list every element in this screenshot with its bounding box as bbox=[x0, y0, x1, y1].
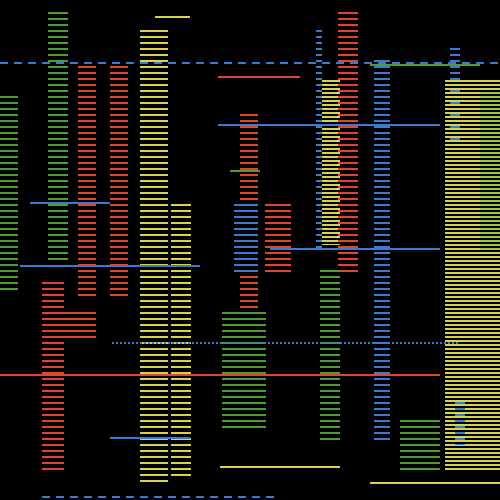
line bbox=[0, 374, 440, 376]
stripe-block bbox=[222, 310, 266, 432]
stripe-block bbox=[60, 312, 96, 342]
line bbox=[112, 342, 460, 344]
line bbox=[155, 16, 190, 18]
line bbox=[220, 466, 340, 468]
stripe-block bbox=[0, 92, 18, 290]
line bbox=[218, 124, 440, 126]
stripe-block bbox=[171, 200, 191, 480]
line bbox=[40, 496, 280, 498]
stripe-block bbox=[265, 200, 291, 272]
line bbox=[20, 265, 200, 267]
stripe-block bbox=[316, 30, 322, 250]
stripe-block bbox=[140, 30, 168, 482]
line bbox=[370, 64, 480, 66]
line bbox=[110, 437, 190, 439]
stripe-block bbox=[320, 270, 340, 440]
line bbox=[270, 248, 440, 250]
stripe-block bbox=[338, 10, 358, 272]
stripe-block bbox=[322, 80, 340, 245]
stripe-block bbox=[480, 90, 500, 250]
line bbox=[218, 76, 300, 78]
stripe-block bbox=[110, 62, 128, 296]
line bbox=[370, 482, 500, 484]
stripe-block bbox=[234, 200, 258, 272]
stripe-block bbox=[48, 10, 68, 260]
stripe-block bbox=[400, 420, 440, 470]
line bbox=[0, 62, 500, 64]
stripe-blocks bbox=[0, 10, 500, 482]
line bbox=[30, 202, 110, 204]
long-lines bbox=[0, 16, 500, 498]
line bbox=[230, 170, 260, 172]
stripe-block bbox=[78, 62, 96, 296]
stripe-block bbox=[455, 400, 465, 445]
